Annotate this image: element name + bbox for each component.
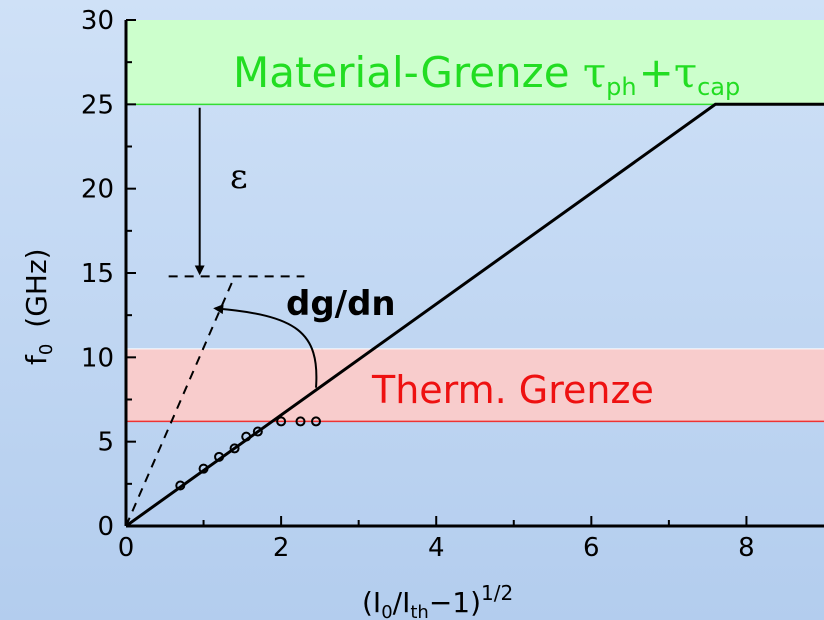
x-tick-label-8: 8: [738, 533, 755, 563]
y-tick-label-0: 0: [97, 512, 114, 542]
annotations-layer: [168, 107, 318, 388]
bands-layer: [126, 20, 824, 423]
x-tick-label-6: 6: [583, 533, 600, 563]
material-limit-label: Material-Grenze τph+τcap: [233, 48, 740, 101]
thermal-limit-label: Therm. Grenze: [371, 368, 654, 412]
data-point-4: [241, 431, 252, 442]
dgdn-arrow: [213, 304, 318, 388]
y-tick-label-25: 25: [81, 90, 114, 120]
x-title-base: (I: [362, 586, 381, 619]
tau-ph-symbol: τ: [583, 48, 606, 97]
dashed-slope-line: [125, 276, 236, 527]
solid-slope-line: [125, 102, 824, 528]
y-tick-label-5: 5: [97, 428, 114, 458]
y-title-unit: (GHz): [20, 248, 53, 327]
x-title-sub2: th: [410, 602, 428, 620]
material-limit-band: [126, 20, 824, 105]
x-axis-title: (I0/Ith−1)1/2: [362, 581, 513, 620]
y-title-base: f: [20, 354, 53, 365]
x-title-mid: /I: [393, 586, 411, 619]
data-point-6: [276, 416, 287, 427]
data-point-3: [229, 443, 240, 454]
x-title-sub1: 0: [381, 602, 392, 620]
x-tick-label-4: 4: [428, 533, 445, 563]
data-point-1: [198, 463, 209, 474]
tau-cap-subscript: cap: [697, 73, 740, 101]
tau-cap-symbol: τ: [674, 48, 697, 97]
y-tick-label-30: 30: [81, 6, 114, 36]
series-layer: [125, 102, 824, 528]
x-tick-label-2: 2: [273, 533, 290, 563]
y-title-sub: 0: [36, 344, 57, 355]
y-tick-label-15: 15: [81, 259, 114, 289]
data-point-2: [214, 451, 225, 462]
x-title-tail: −1): [429, 586, 481, 619]
x-title-sup: 1/2: [481, 581, 513, 605]
material-limit-text: Material-Grenze: [233, 48, 583, 97]
data-point-7: [295, 416, 306, 427]
x-tick-label-0: 0: [118, 533, 135, 563]
y-axis-title-group: f0 (GHz): [20, 248, 57, 365]
axes-layer: 0 5 10 15 20 25 30 0 2 4 6 8: [81, 6, 824, 563]
y-tick-label-10: 10: [81, 343, 114, 373]
dgdn-label: dg/dn: [286, 284, 396, 324]
thermal-limit-band: [126, 348, 824, 422]
y-axis-title: f0 (GHz): [20, 248, 57, 365]
data-point-5: [252, 426, 263, 437]
data-point-0: [175, 480, 186, 491]
plus-sign: +: [639, 48, 674, 97]
y-tick-label-20: 20: [81, 175, 114, 205]
data-point-8: [311, 416, 322, 427]
epsilon-label: ε: [230, 157, 248, 197]
tau-ph-subscript: ph: [606, 73, 636, 101]
